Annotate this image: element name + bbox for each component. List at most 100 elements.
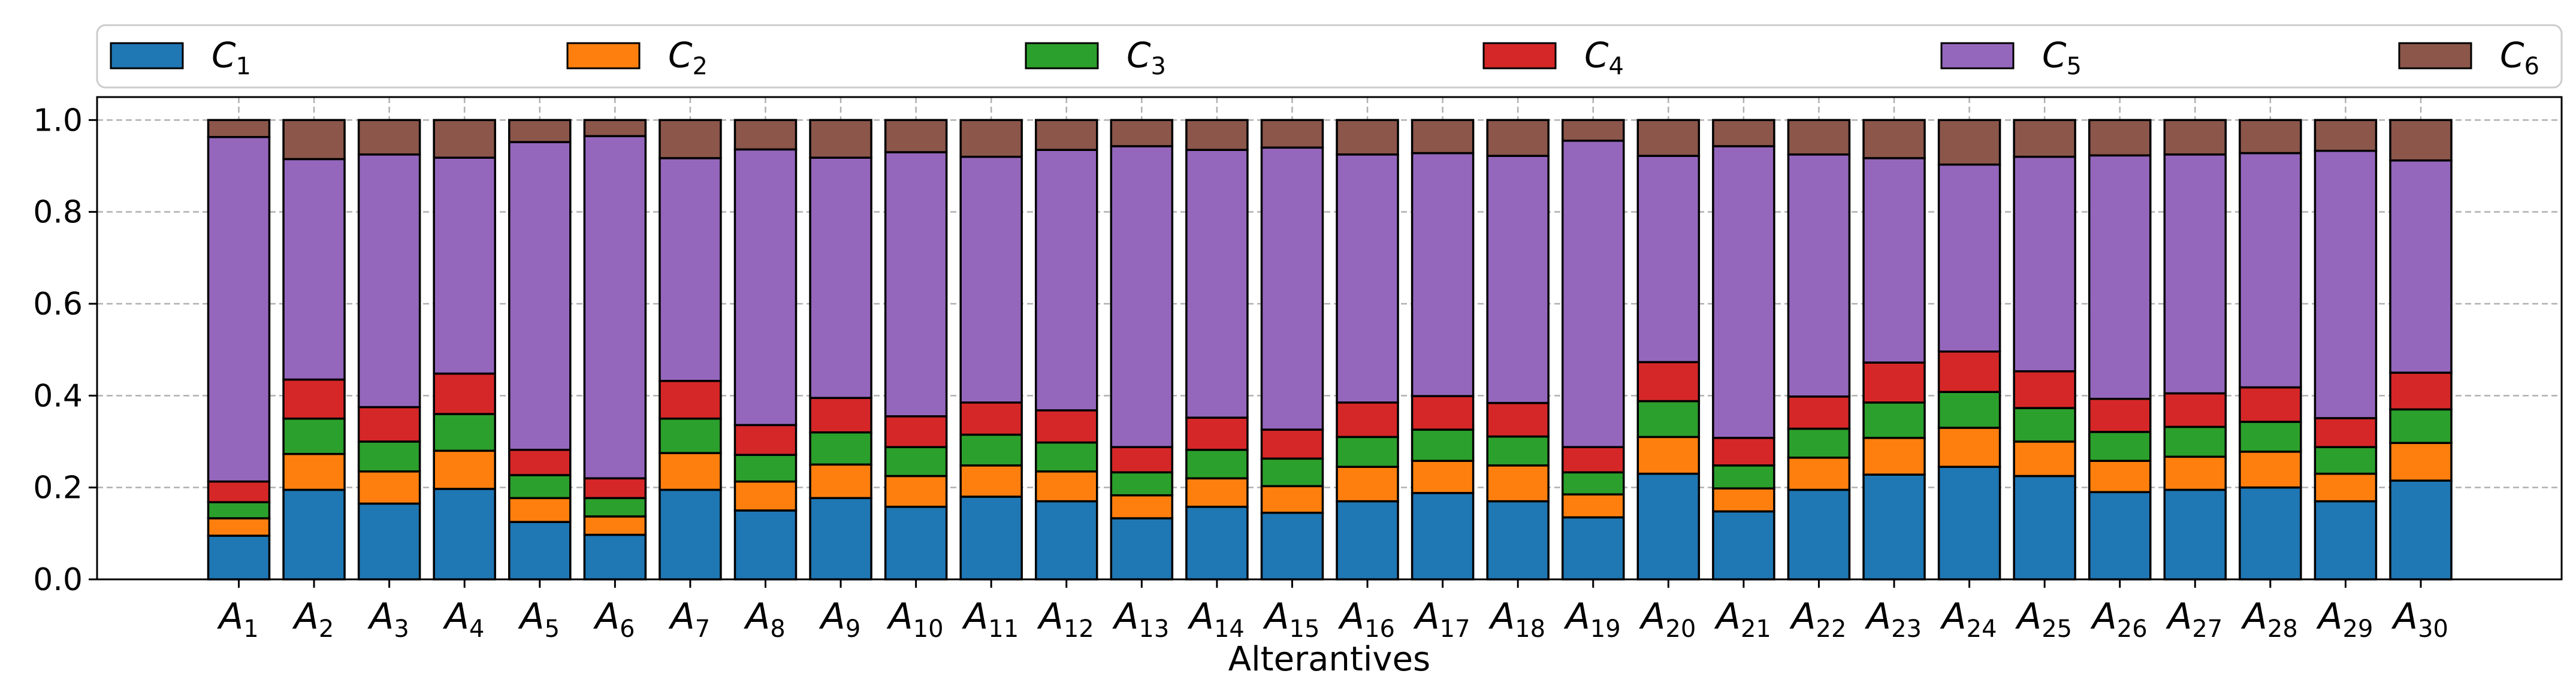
x-tick-label: A7 (668, 596, 711, 643)
bar-segment-c6 (959, 119, 1023, 158)
bar-segment-c6 (2239, 119, 2302, 155)
bar-segment-c3 (2389, 408, 2453, 445)
y-tick-label: 0.0 (33, 562, 83, 598)
bar-segment-c1 (959, 495, 1023, 581)
bar-segment-c3 (2013, 407, 2076, 443)
bar-segment-c2 (2389, 442, 2453, 482)
bar-segment-c1 (1561, 516, 1625, 581)
bar-segment-c3 (1937, 391, 2001, 429)
bar-segment-c5 (2239, 152, 2302, 389)
bar-segment-c2 (1110, 494, 1174, 519)
bar-segment-c2 (1260, 485, 1324, 514)
bar-segment-c4 (2389, 371, 2453, 411)
y-tick-label: 0.4 (33, 378, 83, 414)
legend-swatch (110, 42, 184, 70)
y-tick-label: 1.0 (33, 102, 83, 138)
bar-segment-c1 (1411, 492, 1475, 581)
bar-segment-c6 (433, 119, 496, 159)
bar-segment-c3 (1110, 471, 1174, 497)
bar-segment-c3 (1260, 457, 1324, 488)
bar-segment-c5 (433, 156, 496, 375)
bar-segment-c3 (1712, 464, 1775, 489)
bar-segment-c6 (2013, 119, 2076, 158)
bar-stack (809, 119, 872, 581)
bar-stack (2389, 119, 2453, 581)
bar-segment-c5 (2163, 153, 2227, 395)
bar-segment-c4 (508, 449, 572, 476)
bar-segment-c5 (733, 148, 798, 427)
bar-segment-c1 (282, 488, 346, 581)
bar-stack (1862, 119, 1926, 581)
bar-segment-c4 (809, 397, 872, 434)
bar-segment-c5 (1862, 157, 1926, 364)
bar-segment-c6 (2389, 119, 2453, 162)
y-tick-label: 0.2 (33, 470, 83, 506)
bar-segment-c1 (884, 506, 948, 581)
bar-segment-c2 (1486, 464, 1550, 503)
bar-segment-c2 (508, 497, 572, 523)
bar-segment-c1 (2389, 479, 2453, 581)
legend-swatch (1940, 42, 2015, 70)
x-tick-label: A6 (593, 596, 635, 643)
bar-segment-c2 (1712, 487, 1775, 513)
bar-segment-c4 (207, 480, 271, 503)
plot-frame (96, 96, 2563, 581)
bar-segment-c2 (2239, 451, 2302, 489)
bar-segment-c1 (1862, 473, 1926, 581)
bar-segment-c5 (1110, 145, 1174, 448)
bar-segment-c4 (733, 424, 798, 456)
bar-stack (1937, 119, 2001, 581)
bar-stack (2239, 119, 2302, 581)
bar-segment-c5 (207, 135, 271, 483)
bar-segment-c3 (659, 417, 722, 454)
x-axis-title: Alterantives (1228, 640, 1430, 679)
bar-segment-c2 (1035, 470, 1098, 503)
bar-segment-c4 (1110, 446, 1174, 474)
bar-segment-c1 (733, 509, 798, 581)
bar-segment-c1 (357, 502, 421, 581)
legend-label: C2 (668, 35, 708, 80)
bar-segment-c2 (1787, 457, 1851, 491)
bar-segment-c5 (1561, 140, 1625, 448)
y-tick-label: 0.8 (33, 195, 83, 231)
legend-swatch (1025, 42, 1099, 70)
bar-segment-c6 (1110, 119, 1174, 147)
legend-swatch (1482, 42, 1557, 70)
bar-segment-c1 (2088, 491, 2152, 581)
bar-stack (282, 119, 346, 581)
bar-stack (583, 119, 647, 581)
bar-stack (508, 119, 572, 581)
bar-segment-c4 (2314, 417, 2378, 448)
bar-segment-c3 (2239, 421, 2302, 453)
bar-segment-c2 (1937, 427, 2001, 468)
bar-segment-c5 (357, 153, 421, 409)
bar-stack (659, 119, 722, 581)
x-tick-label: A9 (819, 596, 861, 643)
bar-segment-c3 (1336, 436, 1399, 468)
bar-segment-c3 (2163, 425, 2227, 458)
bar-segment-c3 (884, 446, 948, 478)
bar-segment-c2 (733, 480, 798, 512)
bar-segment-c2 (809, 463, 872, 500)
bar-segment-c1 (433, 488, 496, 581)
bar-segment-c1 (659, 488, 722, 581)
bar-stack (1110, 119, 1174, 581)
bar-segment-c3 (583, 497, 647, 518)
bar-segment-c2 (282, 452, 346, 491)
bar-segment-c4 (1712, 437, 1775, 467)
bar-segment-c5 (508, 141, 572, 451)
bar-segment-c2 (884, 475, 948, 508)
bar-stack (1260, 119, 1324, 581)
bar-stack (1636, 119, 1701, 581)
bar-segment-c6 (2163, 119, 2227, 156)
bar-stack (2088, 119, 2152, 581)
bar-segment-c4 (282, 378, 346, 420)
bar-segment-c1 (2163, 488, 2227, 581)
bar-segment-c6 (659, 119, 722, 159)
bar-segment-c4 (1787, 395, 1851, 430)
bar-segment-c3 (1862, 401, 1926, 439)
bar-segment-c6 (1712, 119, 1775, 147)
bar-segment-c6 (1787, 119, 1851, 156)
bar-segment-c3 (433, 413, 496, 452)
